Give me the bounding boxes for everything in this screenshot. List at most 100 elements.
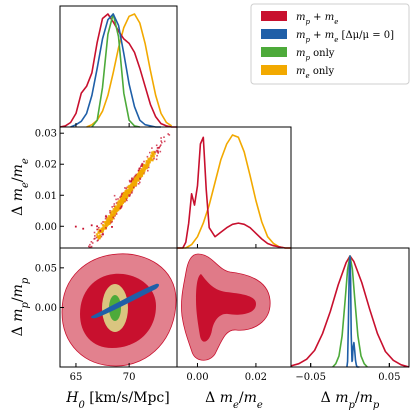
- scatter-point: [128, 194, 130, 196]
- scatter-point: [110, 218, 113, 222]
- scatter-point: [139, 174, 142, 177]
- scatter-point: [113, 211, 117, 215]
- scatter-point: [69, 275, 71, 277]
- panel-frame-dme: [176, 126, 292, 249]
- scatter-point: [83, 255, 85, 257]
- scatter-point: [132, 184, 135, 187]
- x-axis-dmp-tick-label: −0.05: [295, 372, 326, 383]
- marginal-H0-mp-me-line: [59, 13, 177, 128]
- scatter-point: [175, 122, 177, 124]
- scatter-point: [97, 237, 101, 240]
- scatter-point: [133, 176, 136, 178]
- scatter-point: [156, 154, 158, 157]
- scatter-point: [105, 224, 108, 228]
- x-axis-label-H0: H0 [km/s/Mpc]: [65, 390, 169, 411]
- marginal-H0-me-only-line: [86, 13, 173, 128]
- marginal-dme-mp-me-line: [177, 136, 291, 249]
- scatter-point: [119, 207, 121, 210]
- scatter-point: [141, 165, 143, 167]
- y-axis-dme-tick-label: 0.02: [35, 160, 57, 171]
- scatter-point: [145, 160, 148, 163]
- legend-label-me-only: me only: [296, 66, 334, 80]
- scatter-point: [116, 201, 120, 204]
- scatter-point: [103, 227, 106, 230]
- scatter-point: [129, 180, 131, 183]
- scatter-point: [155, 158, 158, 161]
- scatter-point: [120, 205, 123, 207]
- scatter-point: [131, 177, 133, 179]
- scatter-point: [160, 137, 162, 139]
- scatter-panel-H0-vs-dme: [69, 122, 177, 277]
- scatter-point: [116, 203, 119, 206]
- scatter-point: [121, 192, 123, 195]
- scatter-point: [111, 226, 113, 228]
- contour-panel-dme-vs-dmp: [181, 253, 271, 361]
- scatter-point: [132, 179, 135, 183]
- scatter-point: [111, 220, 113, 223]
- scatter-point: [109, 211, 111, 214]
- scatter-point: [117, 198, 119, 200]
- scatter-point: [120, 195, 122, 197]
- scatter-point: [133, 186, 135, 189]
- scatter-point: [147, 169, 149, 172]
- scatter-point: [112, 213, 116, 216]
- scatter-point: [153, 157, 155, 160]
- scatter-point: [167, 133, 169, 135]
- marginal-dme: [177, 134, 291, 249]
- y-axis-dmp-tick-label: 0.05: [35, 263, 57, 274]
- scatter-point: [113, 205, 115, 207]
- scatter-point: [88, 245, 90, 248]
- scatter-point: [121, 199, 124, 202]
- scatter-point: [115, 198, 117, 201]
- scatter-point: [104, 217, 107, 220]
- legend-label-mp-only: mp only: [296, 48, 335, 62]
- scatter-point: [157, 149, 159, 152]
- scatter-point: [100, 230, 103, 233]
- scatter-point: [139, 169, 142, 173]
- scatter-point: [97, 239, 99, 241]
- scatter-point: [157, 152, 159, 154]
- scatter-point: [97, 231, 100, 234]
- scatter-point: [119, 199, 122, 202]
- axis-labels: H0 [km/s/Mpc] Δ me/me Δ mp/mp Δ me/me Δ mp/m…: [10, 158, 380, 410]
- scatter-point: [100, 222, 103, 225]
- legend-label-mp-me: mp + me: [296, 12, 338, 26]
- scatter-point: [109, 216, 112, 219]
- scatter-point: [90, 241, 93, 243]
- scatter-point: [81, 258, 83, 260]
- scatter-point: [79, 261, 81, 263]
- legend-swatch-me-only: [261, 65, 287, 75]
- scatter-point: [126, 199, 128, 202]
- scatter-point: [94, 237, 96, 240]
- scatter-point: [133, 179, 136, 182]
- scatter-point: [160, 140, 162, 142]
- scatter-point: [126, 189, 130, 192]
- scatter-point: [112, 210, 116, 213]
- marginal-H0-mp-only-line: [91, 13, 140, 128]
- scatter-point: [113, 194, 116, 197]
- scatter-point: [128, 179, 131, 182]
- scatter-point: [138, 173, 141, 176]
- scatter-point: [128, 195, 131, 197]
- scatter-point: [125, 198, 127, 200]
- scatter-point: [141, 162, 143, 165]
- scatter-point: [96, 228, 98, 231]
- scatter-point: [140, 171, 143, 175]
- scatter-point: [112, 216, 115, 219]
- axis-ticks: 65 70 0.00 0.02 −0.05 0.05 0.00 0.01 0.02 0.03 0.0…: [35, 123, 400, 383]
- scatter-point: [147, 162, 150, 165]
- x-axis-dme-tick-label: 0.02: [245, 372, 267, 383]
- scatter-point: [98, 226, 100, 229]
- contour-panel-H0-vs-dmp: [61, 253, 177, 367]
- scatter-point: [124, 191, 127, 194]
- scatter-point: [145, 162, 148, 165]
- x-axis-H0-tick-label: 65: [70, 372, 83, 383]
- scatter-point: [100, 227, 103, 230]
- scatter-point: [128, 191, 132, 194]
- scatter-point: [135, 185, 137, 187]
- scatter-point: [152, 155, 155, 158]
- scatter-point: [151, 153, 154, 156]
- scatter-point: [94, 235, 96, 237]
- scatter-point: [163, 140, 166, 143]
